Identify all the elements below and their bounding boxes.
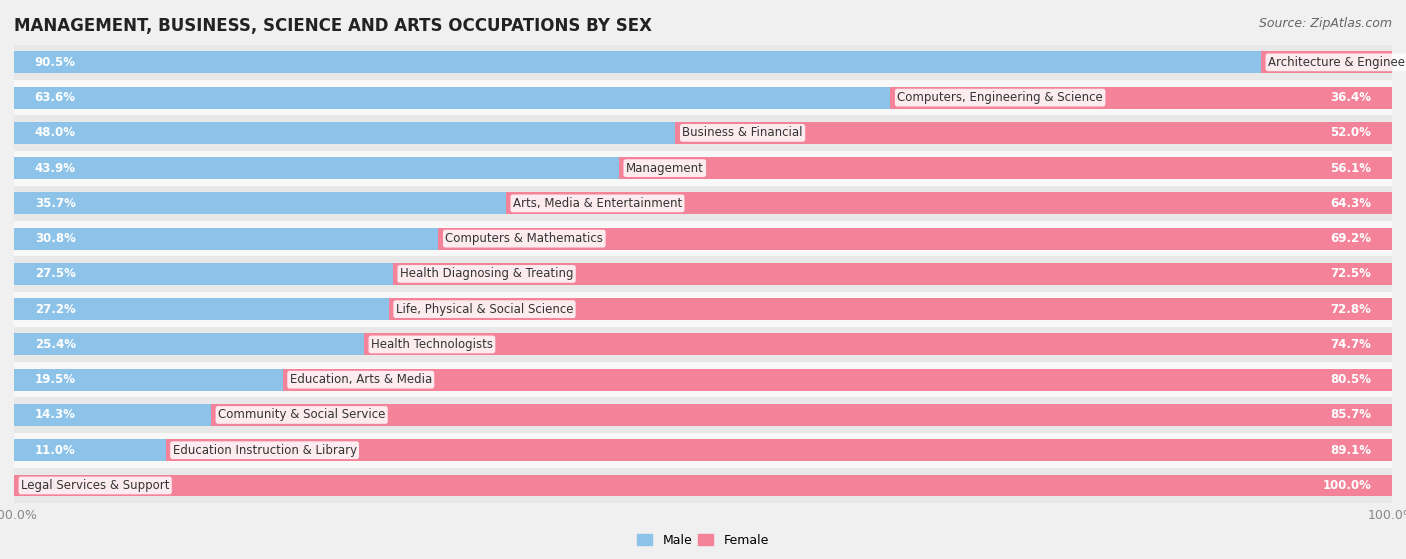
Text: 72.5%: 72.5% — [1330, 267, 1371, 281]
Text: 30.8%: 30.8% — [35, 232, 76, 245]
Legend: Male, Female: Male, Female — [633, 529, 773, 552]
Bar — [14, 221, 1392, 256]
Text: 52.0%: 52.0% — [1330, 126, 1371, 139]
Bar — [14, 369, 283, 391]
Text: Health Technologists: Health Technologists — [371, 338, 494, 351]
Text: Business & Financial: Business & Financial — [682, 126, 803, 139]
Text: MANAGEMENT, BUSINESS, SCIENCE AND ARTS OCCUPATIONS BY SEX: MANAGEMENT, BUSINESS, SCIENCE AND ARTS O… — [14, 17, 652, 35]
Bar — [364, 334, 1393, 356]
Bar — [14, 228, 439, 249]
Bar — [14, 404, 211, 426]
Text: 72.8%: 72.8% — [1330, 302, 1371, 316]
Text: 0.0%: 0.0% — [28, 479, 58, 492]
Bar — [14, 439, 166, 461]
Bar — [14, 256, 1392, 292]
Bar — [14, 45, 1392, 80]
Text: 36.4%: 36.4% — [1330, 91, 1371, 104]
Bar — [14, 468, 1392, 503]
Bar — [389, 299, 1392, 320]
Bar — [14, 186, 1392, 221]
Bar — [14, 150, 1392, 186]
Text: Life, Physical & Social Science: Life, Physical & Social Science — [395, 302, 574, 316]
Text: Health Diagnosing & Treating: Health Diagnosing & Treating — [399, 267, 574, 281]
Bar — [14, 263, 394, 285]
Text: 35.7%: 35.7% — [35, 197, 76, 210]
Bar — [14, 362, 1392, 397]
Text: 25.4%: 25.4% — [35, 338, 76, 351]
Bar — [14, 157, 619, 179]
Bar — [14, 327, 1392, 362]
Text: Community & Social Service: Community & Social Service — [218, 409, 385, 421]
Text: Legal Services & Support: Legal Services & Support — [21, 479, 170, 492]
Text: Management: Management — [626, 162, 704, 174]
Text: 27.2%: 27.2% — [35, 302, 76, 316]
Bar — [14, 122, 675, 144]
Bar — [1261, 51, 1392, 73]
Text: Arts, Media & Entertainment: Arts, Media & Entertainment — [513, 197, 682, 210]
Bar — [14, 115, 1392, 150]
Bar — [14, 80, 1392, 115]
Bar — [619, 157, 1392, 179]
Bar — [211, 404, 1392, 426]
Text: 74.7%: 74.7% — [1330, 338, 1371, 351]
Text: Source: ZipAtlas.com: Source: ZipAtlas.com — [1258, 17, 1392, 30]
Bar — [166, 439, 1393, 461]
Bar — [283, 369, 1392, 391]
Text: Education Instruction & Library: Education Instruction & Library — [173, 444, 357, 457]
Text: 43.9%: 43.9% — [35, 162, 76, 174]
Text: Architecture & Engineering: Architecture & Engineering — [1268, 56, 1406, 69]
Text: 90.5%: 90.5% — [35, 56, 76, 69]
Text: 89.1%: 89.1% — [1330, 444, 1371, 457]
Text: 80.5%: 80.5% — [1330, 373, 1371, 386]
Text: 19.5%: 19.5% — [35, 373, 76, 386]
Bar — [14, 292, 1392, 327]
Text: 11.0%: 11.0% — [35, 444, 76, 457]
Bar — [14, 192, 506, 214]
Bar — [890, 87, 1392, 108]
Text: Computers, Engineering & Science: Computers, Engineering & Science — [897, 91, 1104, 104]
Bar — [14, 87, 890, 108]
Text: Education, Arts & Media: Education, Arts & Media — [290, 373, 432, 386]
Bar — [675, 122, 1392, 144]
Bar — [394, 263, 1392, 285]
Bar — [14, 299, 389, 320]
Text: 14.3%: 14.3% — [35, 409, 76, 421]
Bar — [439, 228, 1392, 249]
Text: 48.0%: 48.0% — [35, 126, 76, 139]
Bar — [506, 192, 1392, 214]
Text: 85.7%: 85.7% — [1330, 409, 1371, 421]
Bar — [14, 433, 1392, 468]
Text: 63.6%: 63.6% — [35, 91, 76, 104]
Bar — [14, 397, 1392, 433]
Bar — [14, 51, 1261, 73]
Text: 100.0%: 100.0% — [1323, 479, 1371, 492]
Bar — [14, 334, 364, 356]
Text: 64.3%: 64.3% — [1330, 197, 1371, 210]
Bar — [14, 475, 1392, 496]
Text: 69.2%: 69.2% — [1330, 232, 1371, 245]
Text: 56.1%: 56.1% — [1330, 162, 1371, 174]
Text: Computers & Mathematics: Computers & Mathematics — [446, 232, 603, 245]
Text: 27.5%: 27.5% — [35, 267, 76, 281]
